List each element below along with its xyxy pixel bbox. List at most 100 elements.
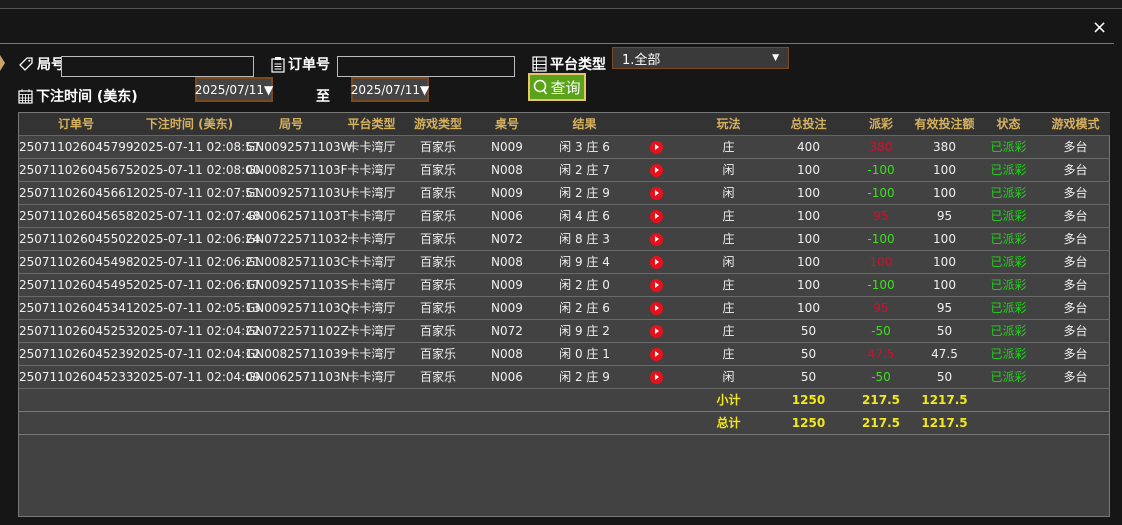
cell-total-bet: 100: [768, 158, 849, 182]
cell-round-no: GN07225711032: [246, 227, 348, 251]
cell-game-type: 百家乐: [407, 273, 469, 297]
cell-bet-time: 2025-07-11 02:04:09: [133, 365, 260, 389]
date-from-select[interactable]: 2025/07/11▼: [195, 77, 273, 102]
empty-cell: [976, 411, 1041, 435]
video-cell: [624, 158, 689, 182]
cell-round-no: GN0062571103T: [246, 204, 348, 228]
video-cell: [624, 319, 689, 343]
table-row: 250711026045233 2025-07-11 02:04:09 GN0062…: [19, 365, 1110, 389]
cell-bet-time: 2025-07-11 02:08:57: [133, 135, 260, 159]
query-button[interactable]: 查询: [528, 73, 586, 101]
header-platform: 平台类型: [336, 113, 407, 136]
cell-table-no: N072: [469, 319, 545, 343]
play-video-icon[interactable]: [650, 209, 663, 223]
play-video-icon[interactable]: [650, 324, 663, 338]
cell-order-no: 250711026045675: [19, 158, 134, 182]
play-video-icon[interactable]: [650, 186, 663, 200]
play-video-icon[interactable]: [650, 370, 663, 384]
cell-order-no: 250711026045239: [19, 342, 134, 366]
subtotal-valid-bet: 1217.5: [913, 388, 976, 412]
cell-order-no: 250711026045495: [19, 273, 134, 297]
cell-valid-bet: 95: [913, 204, 976, 228]
subtotal-total-bet: 1250: [768, 388, 849, 412]
table-header: 订单号 下注时间 (美东) 局号 平台类型 游戏类型 桌号 结果 玩法 总投注 派彩 有效投注额 状态…: [19, 113, 1110, 136]
cell-table-no: N006: [469, 365, 545, 389]
cell-total-bet: 50: [768, 365, 849, 389]
cell-round-no: GN0092571103Q: [246, 296, 350, 320]
video-cell: [624, 135, 689, 159]
cell-table-no: N009: [469, 296, 545, 320]
play-video-icon[interactable]: [650, 278, 663, 292]
cell-round-no: GN0722571102Z: [246, 319, 349, 343]
cell-table-no: N072: [469, 227, 545, 251]
cell-payout: -100: [849, 158, 913, 182]
cell-total-bet: 400: [768, 135, 849, 159]
cell-bet-type: 庄: [689, 296, 768, 320]
header-video: [624, 113, 689, 136]
video-cell: [624, 342, 689, 366]
cell-round-no: GN00825711039: [246, 342, 348, 366]
cell-table-no: N006: [469, 204, 545, 228]
cell-valid-bet: 95: [913, 296, 976, 320]
cell-game-type: 百家乐: [407, 158, 469, 182]
video-cell: [624, 204, 689, 228]
table-row: 250711026045675 2025-07-11 02:08:00 GN0082…: [19, 158, 1110, 182]
cell-table-no: N008: [469, 158, 545, 182]
order-input[interactable]: [337, 56, 515, 77]
empty-cell: [246, 388, 336, 412]
header-bet-time: 下注时间 (美东): [133, 113, 246, 136]
cell-bet-time: 2025-07-11 02:06:21: [133, 250, 260, 274]
cell-status: 已派彩: [976, 250, 1041, 274]
cell-bet-time: 2025-07-11 02:06:17: [133, 273, 260, 297]
cell-status: 已派彩: [976, 181, 1041, 205]
list-icon: [532, 56, 547, 72]
order-label: 订单号: [271, 54, 330, 74]
play-video-icon[interactable]: [650, 347, 663, 361]
date-to-select[interactable]: 2025/07/11▼: [351, 77, 429, 102]
cell-game-mode: 多台: [1041, 204, 1110, 228]
table-row: 250711026045253 2025-07-11 02:04:22 GN0722…: [19, 319, 1110, 343]
play-video-icon[interactable]: [650, 232, 663, 246]
cell-platform: 卡卡湾厅: [336, 158, 407, 182]
cell-bet-type: 闲: [689, 250, 768, 274]
cell-game-mode: 多台: [1041, 158, 1110, 182]
cell-status: 已派彩: [976, 135, 1041, 159]
round-label: 局号: [18, 54, 65, 74]
cell-platform: 卡卡湾厅: [336, 204, 407, 228]
play-video-icon[interactable]: [650, 255, 663, 269]
total-total-bet: 1250: [768, 411, 849, 435]
cell-platform: 卡卡湾厅: [336, 135, 407, 159]
empty-cell: [469, 411, 545, 435]
header-game-type: 游戏类型: [407, 113, 469, 136]
cell-result: 闲 2 庄 9: [545, 181, 624, 205]
cell-game-type: 百家乐: [407, 342, 469, 366]
cell-bet-time: 2025-07-11 02:06:24: [133, 227, 260, 251]
cell-payout: -100: [849, 181, 913, 205]
header-payout: 派彩: [849, 113, 913, 136]
empty-cell: [469, 388, 545, 412]
cell-round-no: GN0092571103S: [246, 273, 348, 297]
cell-order-no: 250711026045498: [19, 250, 134, 274]
platform-select[interactable]: 1.全部 ▼: [612, 47, 789, 69]
cell-game-mode: 多台: [1041, 319, 1110, 343]
empty-cell: [246, 411, 336, 435]
cell-table-no: N008: [469, 250, 545, 274]
empty-cell: [19, 388, 133, 412]
play-video-icon[interactable]: [650, 163, 663, 177]
header-result: 结果: [545, 113, 624, 136]
round-input[interactable]: [61, 56, 254, 77]
cell-valid-bet: 47.5: [913, 342, 976, 366]
video-cell: [624, 296, 689, 320]
cell-platform: 卡卡湾厅: [336, 273, 407, 297]
cell-status: 已派彩: [976, 342, 1041, 366]
total-valid-bet: 1217.5: [913, 411, 976, 435]
play-video-icon[interactable]: [650, 301, 663, 315]
cell-total-bet: 100: [768, 273, 849, 297]
play-video-icon[interactable]: [650, 140, 663, 154]
cell-result: 闲 9 庄 4: [545, 250, 624, 274]
cell-result: 闲 2 庄 0: [545, 273, 624, 297]
cell-bet-type: 庄: [689, 135, 768, 159]
cell-result: 闲 8 庄 3: [545, 227, 624, 251]
close-button[interactable]: ×: [1092, 17, 1108, 38]
total-label: 总计: [689, 411, 768, 435]
